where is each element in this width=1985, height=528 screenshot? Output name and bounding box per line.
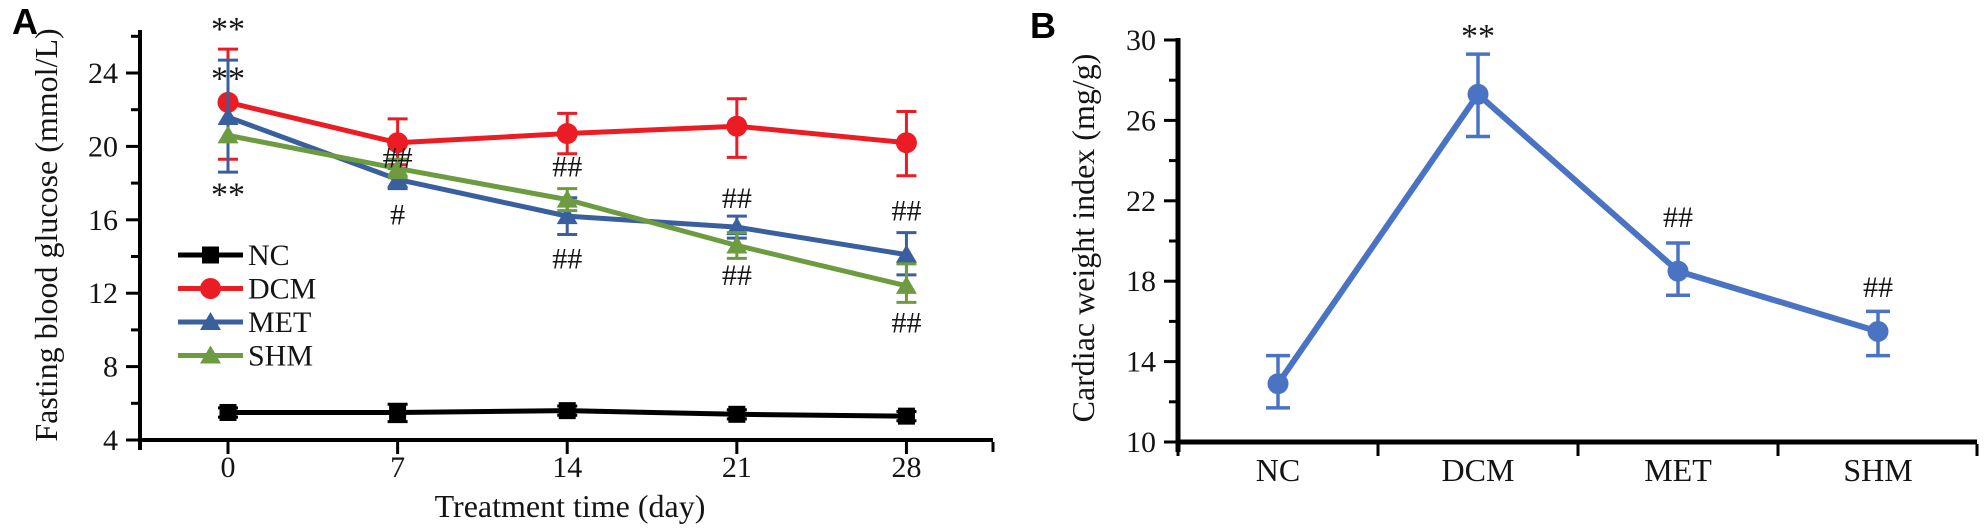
legend-label: DCM bbox=[248, 273, 316, 306]
x-category-label: MET bbox=[1644, 452, 1712, 488]
legend-label: SHM bbox=[248, 340, 313, 373]
significance-annotation: ## bbox=[383, 141, 413, 174]
significance-annotation: ## bbox=[722, 259, 752, 292]
marker-triangle bbox=[217, 107, 239, 126]
series-Cardiac-weight-index bbox=[1266, 52, 1890, 410]
marker-circle bbox=[200, 278, 221, 299]
y-tick-label: 30 bbox=[1126, 24, 1156, 57]
marker-square bbox=[558, 402, 576, 420]
y-tick-label: 12 bbox=[88, 277, 118, 310]
legend-item-SHM: SHM bbox=[178, 340, 313, 373]
y-axis-title: Fasting blood glucose (mmol/L) bbox=[28, 28, 64, 441]
marker-circle bbox=[1867, 320, 1889, 342]
series-line bbox=[1275, 91, 1879, 386]
x-tick-label: 14 bbox=[552, 451, 582, 484]
marker-triangle bbox=[895, 275, 917, 294]
significance-annotation: ** bbox=[1461, 18, 1495, 55]
significance-annotation: ## bbox=[722, 182, 752, 215]
marker-circle bbox=[895, 132, 917, 154]
marker-circle bbox=[1267, 373, 1289, 395]
marker-circle bbox=[1667, 260, 1689, 282]
annotations: ** ## ## bbox=[1461, 18, 1893, 304]
panel-a: 4 8 12 16 20 24 0 7 14 21 28 Treatment time (day) Fa… bbox=[28, 11, 995, 524]
x-category-label: SHM bbox=[1843, 452, 1912, 488]
marker-triangle bbox=[217, 125, 239, 144]
marker-triangle bbox=[556, 189, 578, 208]
significance-annotation: # bbox=[390, 198, 405, 231]
marker-square bbox=[219, 403, 237, 421]
marker-triangle bbox=[200, 345, 221, 364]
x-category-label: DCM bbox=[1442, 452, 1515, 488]
marker-square bbox=[728, 405, 746, 423]
annotations: ******############### bbox=[211, 11, 921, 339]
marker-circle bbox=[1467, 83, 1489, 105]
series-SHM bbox=[217, 125, 917, 304]
panel-a-letter: A bbox=[12, 1, 38, 42]
significance-annotation: ## bbox=[891, 307, 921, 340]
significance-annotation: ## bbox=[552, 242, 582, 275]
y-tick-label: 26 bbox=[1126, 104, 1156, 137]
significance-annotation: ## bbox=[552, 151, 582, 184]
marker-square bbox=[202, 246, 219, 264]
y-axis-title: Cardiac weight index (mg/g) bbox=[1065, 54, 1101, 423]
panel-b: 10 14 18 22 26 30 NC DCM MET SHM Cardiac weight in… bbox=[1065, 18, 1979, 488]
marker-triangle bbox=[387, 158, 409, 177]
y-tick-label: 16 bbox=[88, 204, 118, 237]
marker-circle bbox=[387, 132, 409, 154]
y-tick-label: 4 bbox=[103, 424, 118, 457]
marker-triangle bbox=[726, 235, 748, 254]
significance-annotation: ## bbox=[1663, 201, 1693, 234]
legend-label: MET bbox=[248, 306, 311, 339]
y-tick-label: 14 bbox=[1126, 346, 1156, 379]
marker-square bbox=[897, 407, 915, 425]
marker-triangle bbox=[895, 244, 917, 263]
x-tick-label: 7 bbox=[390, 451, 405, 484]
significance-annotation: ** bbox=[211, 61, 245, 98]
series-DCM bbox=[217, 47, 917, 178]
x-axis-title: Treatment time (day) bbox=[435, 488, 706, 524]
series-NC bbox=[218, 402, 917, 425]
x-tick-label: 28 bbox=[891, 451, 921, 484]
legend-item-MET: MET bbox=[178, 306, 311, 339]
x-category-label: NC bbox=[1256, 452, 1300, 488]
marker-square bbox=[389, 403, 407, 421]
significance-annotation: ## bbox=[1863, 271, 1893, 304]
marker-triangle bbox=[556, 206, 578, 225]
y-tick-label: 20 bbox=[88, 130, 118, 163]
marker-circle bbox=[556, 123, 578, 145]
significance-annotation: ** bbox=[211, 11, 245, 48]
legend-item-NC: NC bbox=[178, 239, 290, 272]
legend-item-DCM: DCM bbox=[178, 273, 316, 306]
significance-annotation: ** bbox=[211, 176, 245, 213]
y-tick-label: 10 bbox=[1126, 426, 1156, 459]
panel-b-letter: B bbox=[1030, 5, 1056, 46]
marker-triangle bbox=[200, 312, 221, 330]
marker-circle bbox=[726, 115, 748, 137]
marker-triangle bbox=[726, 217, 748, 236]
significance-annotation: ## bbox=[891, 195, 921, 228]
y-tick-label: 24 bbox=[88, 57, 118, 90]
y-tick-label: 18 bbox=[1126, 265, 1156, 298]
y-tick-label: 22 bbox=[1126, 185, 1156, 218]
x-tick-label: 0 bbox=[221, 451, 236, 484]
x-tick-label: 21 bbox=[722, 451, 752, 484]
y-tick-label: 8 bbox=[103, 351, 118, 384]
legend-label: NC bbox=[248, 239, 290, 272]
